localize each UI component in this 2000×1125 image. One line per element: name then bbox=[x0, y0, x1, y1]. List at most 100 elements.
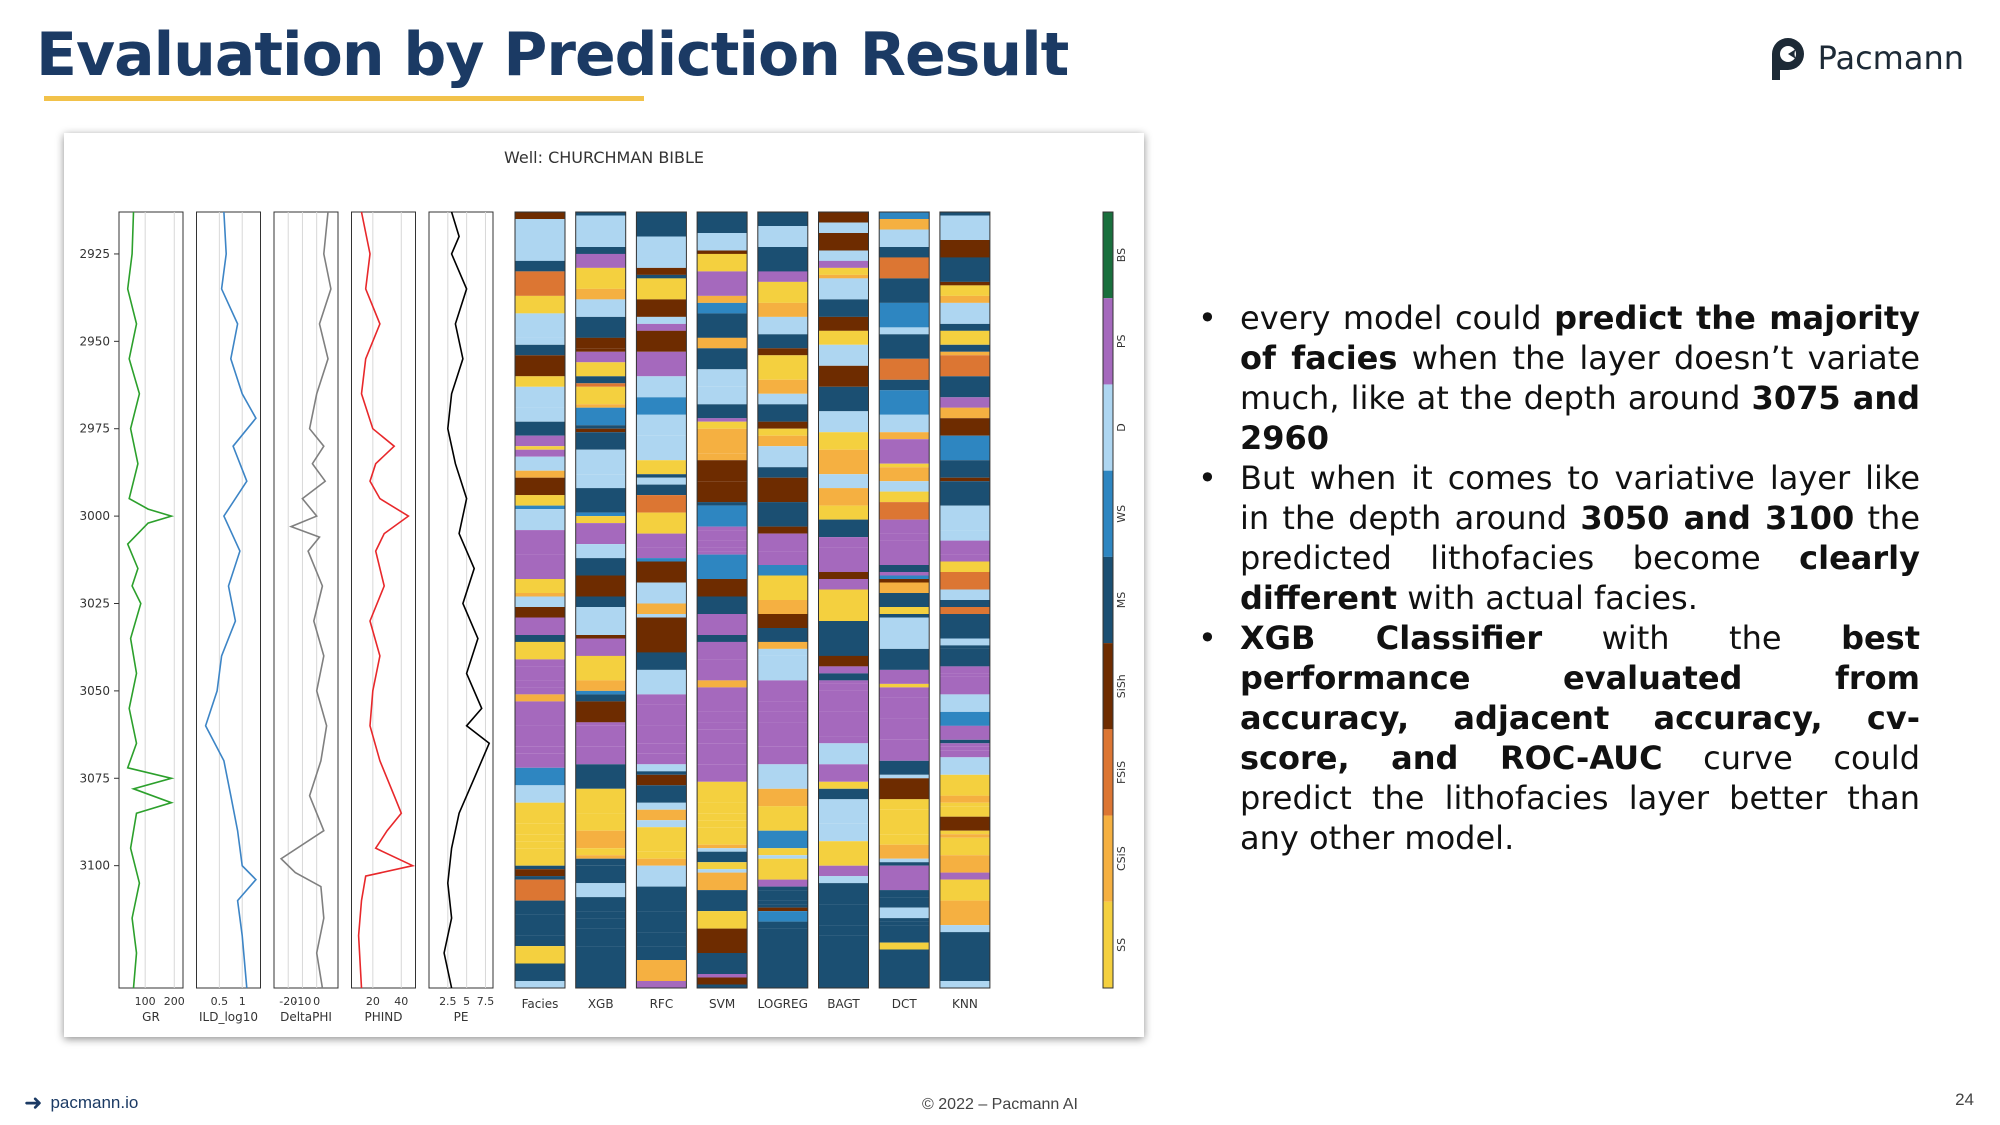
facies-band bbox=[879, 533, 930, 541]
facies-band bbox=[697, 596, 748, 600]
facies-band bbox=[757, 641, 808, 649]
facies-band bbox=[879, 593, 930, 607]
facies-band bbox=[939, 407, 990, 419]
facies-band bbox=[697, 890, 748, 912]
brand-name: Pacmann bbox=[1817, 39, 1964, 77]
facies-band bbox=[757, 911, 808, 922]
facies-band bbox=[879, 379, 930, 391]
facies-band bbox=[879, 607, 930, 614]
facies-band bbox=[515, 785, 565, 803]
facies-band bbox=[515, 914, 565, 936]
facies-band bbox=[939, 418, 990, 436]
facies-band bbox=[515, 596, 565, 607]
facies-band bbox=[939, 750, 990, 758]
colorbar-segment bbox=[1103, 643, 1113, 730]
facies-band bbox=[818, 711, 869, 737]
log-curve-ild_log10 bbox=[204, 211, 257, 989]
facies-band bbox=[575, 348, 626, 352]
facies-band bbox=[818, 680, 869, 684]
facies-band bbox=[636, 212, 687, 237]
facies-band bbox=[636, 267, 687, 275]
facies-band bbox=[697, 711, 748, 723]
facies-band bbox=[575, 516, 626, 524]
facies-band bbox=[757, 575, 808, 600]
facies-band bbox=[757, 648, 808, 656]
facies-band bbox=[575, 956, 626, 981]
facies-band bbox=[757, 953, 808, 960]
facies-band bbox=[515, 435, 565, 447]
facies-band bbox=[697, 928, 748, 954]
facies-band bbox=[818, 823, 869, 842]
facies-band bbox=[515, 579, 565, 593]
facies-band bbox=[515, 470, 565, 478]
footer-link[interactable]: ➜ pacmann.io bbox=[24, 1090, 138, 1116]
facies-band bbox=[879, 778, 930, 800]
facies-band bbox=[939, 600, 990, 607]
colorbar-label: BS bbox=[1115, 248, 1128, 262]
facies-band bbox=[575, 253, 626, 268]
colorbar-segment bbox=[1103, 298, 1113, 385]
facies-band bbox=[515, 680, 565, 688]
facies-band bbox=[515, 407, 565, 422]
log-tick-label: 5 bbox=[463, 995, 470, 1008]
facies-band bbox=[939, 481, 990, 506]
facies-band bbox=[757, 348, 808, 356]
facies-band bbox=[575, 299, 626, 317]
facies-band bbox=[939, 540, 990, 555]
facies-band bbox=[575, 212, 626, 216]
facies-band bbox=[939, 739, 990, 744]
facies-band bbox=[575, 247, 626, 254]
facies-band bbox=[939, 477, 990, 482]
facies-band bbox=[818, 781, 869, 789]
facies-band bbox=[818, 212, 869, 223]
facies-band bbox=[939, 212, 990, 216]
facies-band bbox=[697, 579, 748, 597]
facies-band bbox=[879, 897, 930, 908]
colorbar-segment bbox=[1103, 815, 1113, 902]
colorbar-label: SiSh bbox=[1115, 674, 1128, 698]
facies-band bbox=[697, 271, 748, 296]
facies-band bbox=[939, 561, 990, 572]
facies-band bbox=[879, 844, 930, 859]
facies-band bbox=[879, 809, 930, 835]
facies-band bbox=[636, 827, 687, 852]
facies-band bbox=[515, 659, 565, 667]
facies-band bbox=[818, 250, 869, 261]
facies-band bbox=[636, 614, 687, 618]
facies-band bbox=[939, 725, 990, 740]
log-track-label: PHIND bbox=[364, 1010, 402, 1024]
facies-band bbox=[818, 635, 869, 656]
facies-band bbox=[818, 260, 869, 268]
facies-band bbox=[757, 334, 808, 349]
facies-band bbox=[636, 858, 687, 866]
facies-band bbox=[757, 711, 808, 723]
log-tick-label: 0 bbox=[313, 995, 320, 1008]
facies-band bbox=[939, 344, 990, 352]
bullet-bold-text: clearly different bbox=[1240, 539, 1920, 617]
facies-band bbox=[697, 862, 748, 870]
facies-band bbox=[939, 932, 990, 950]
facies-band bbox=[515, 694, 565, 702]
footer-link-text[interactable]: pacmann.io bbox=[50, 1093, 139, 1112]
facies-band bbox=[575, 449, 626, 475]
facies-band bbox=[515, 344, 565, 356]
facies-band bbox=[636, 376, 687, 398]
facies-band bbox=[757, 788, 808, 807]
facies-band bbox=[757, 226, 808, 233]
facies-band bbox=[697, 813, 748, 821]
facies-band bbox=[818, 505, 869, 520]
facies-band bbox=[879, 774, 930, 779]
facies-band bbox=[636, 547, 687, 559]
facies-band bbox=[757, 355, 808, 380]
facies-band bbox=[939, 795, 990, 803]
depth-tick-label: 2975 bbox=[79, 422, 110, 436]
facies-band bbox=[697, 568, 748, 579]
slide-title: Evaluation by Prediction Result bbox=[36, 20, 1069, 90]
facies-band bbox=[575, 865, 626, 884]
facies-band bbox=[636, 820, 687, 828]
facies-band bbox=[636, 582, 687, 604]
facies-band bbox=[636, 351, 687, 377]
facies-band bbox=[818, 316, 869, 331]
facies-band bbox=[818, 233, 869, 251]
facies-band bbox=[636, 460, 687, 475]
